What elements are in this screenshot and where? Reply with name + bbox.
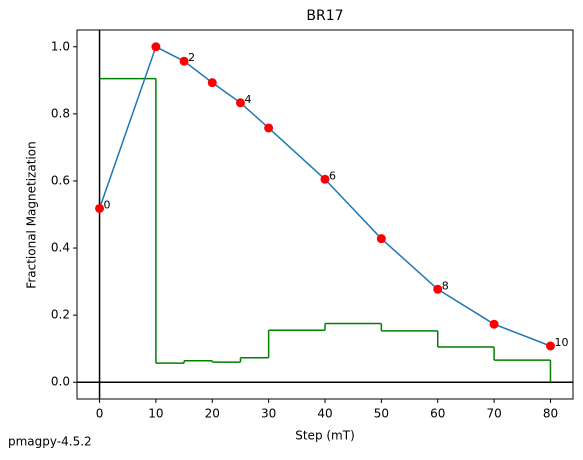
data-point	[151, 42, 161, 52]
data-point	[433, 284, 443, 294]
x-tick-label: 70	[486, 407, 501, 421]
y-tick-label: 0.0	[51, 375, 70, 389]
x-tick-label: 80	[543, 407, 558, 421]
point-label: 8	[442, 279, 449, 292]
y-axis-label: Fractional Magnetization	[25, 141, 39, 288]
plot-frame	[76, 29, 574, 400]
point-label: 6	[329, 169, 336, 182]
data-point	[264, 123, 274, 133]
footer: pmagpy-4.5.2	[8, 435, 92, 449]
point-label: 4	[244, 93, 251, 106]
data-point	[179, 56, 189, 66]
data-point	[545, 341, 555, 351]
data-point	[320, 174, 330, 184]
point-label: 0	[104, 198, 111, 211]
data-line	[98, 45, 551, 347]
y-tick-label: 0.2	[51, 308, 70, 322]
data-point	[489, 319, 499, 329]
chart-title: BR17	[306, 8, 343, 24]
y-tick-label: 0.4	[51, 241, 70, 255]
x-tick-label: 20	[205, 407, 220, 421]
x-tick-label: 10	[148, 407, 163, 421]
x-tick-label: 40	[317, 407, 332, 421]
x-tick-label: 60	[430, 407, 445, 421]
x-tick-label: 30	[261, 407, 276, 421]
data-point	[207, 78, 217, 88]
data-point	[376, 234, 386, 244]
x-tick-label: 50	[374, 407, 389, 421]
point-label: 10	[554, 336, 568, 349]
point-label: 2	[188, 51, 195, 64]
x-tick-label: 0	[96, 407, 104, 421]
x-axis-label: Step (mT)	[295, 429, 355, 443]
y-tick-label: 0.8	[51, 106, 70, 120]
y-tick-label: 0.6	[51, 173, 70, 187]
data-point	[235, 98, 245, 108]
data-point	[95, 203, 105, 213]
y-tick-label: 1.0	[51, 39, 70, 53]
